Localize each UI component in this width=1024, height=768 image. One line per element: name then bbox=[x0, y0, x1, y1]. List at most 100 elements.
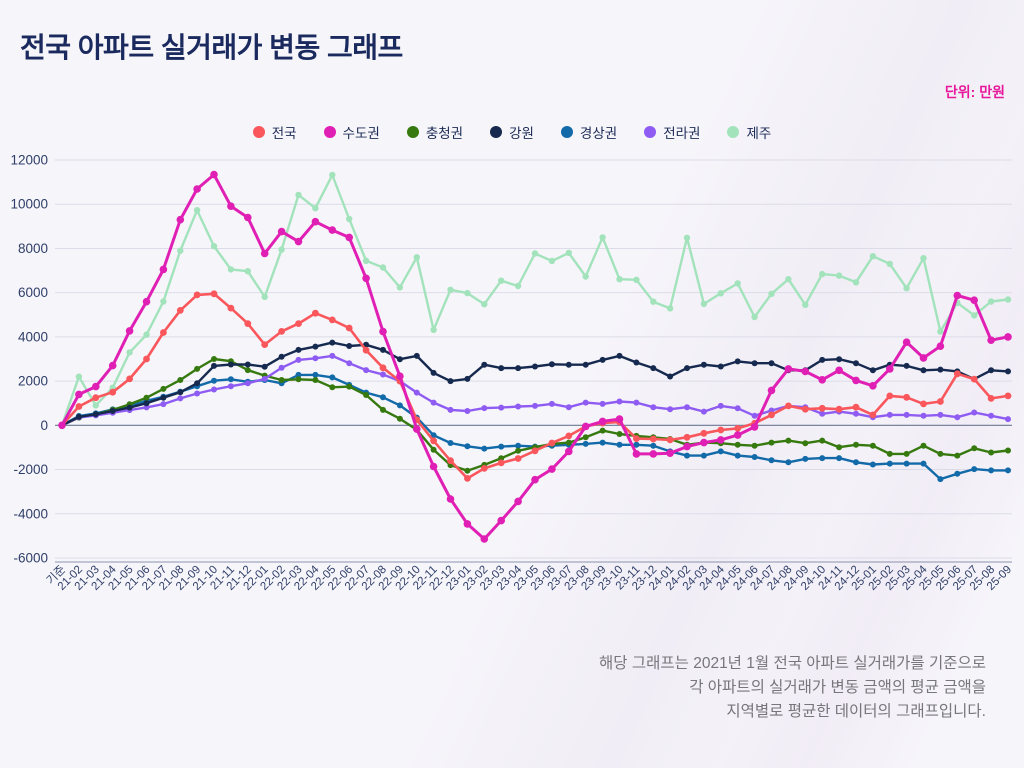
data-point-gyeongsang-15 bbox=[312, 371, 319, 378]
data-point-sudogwon-28 bbox=[531, 475, 539, 484]
data-point-jeolla-50 bbox=[903, 411, 910, 418]
data-point-jeonguk-53 bbox=[953, 370, 961, 378]
data-point-jeonguk-8 bbox=[193, 291, 201, 299]
data-point-jeolla-54 bbox=[971, 409, 978, 416]
data-point-gyeongsang-16 bbox=[329, 374, 336, 381]
data-point-sudogwon-25 bbox=[480, 535, 489, 543]
data-point-gangwon-52 bbox=[937, 366, 944, 373]
data-point-jeonguk-9 bbox=[210, 290, 218, 298]
y-tick-label--4000: -4000 bbox=[13, 506, 48, 521]
data-point-gyeongsang-49 bbox=[886, 460, 893, 467]
data-point-jeju-45 bbox=[819, 270, 826, 278]
legend-item-gangwon[interactable]: 강원 bbox=[490, 122, 534, 142]
data-point-jeonguk-18 bbox=[362, 346, 370, 354]
data-point-jeolla-5 bbox=[143, 404, 150, 411]
data-point-chungcheong-26 bbox=[498, 455, 505, 462]
data-point-sudogwon-24 bbox=[463, 520, 472, 528]
data-point-jeju-27 bbox=[514, 282, 522, 290]
data-point-jeonguk-50 bbox=[903, 393, 910, 401]
data-point-jeolla-36 bbox=[667, 406, 674, 413]
data-point-gyeongsang-24 bbox=[464, 443, 471, 450]
data-point-gyeongsang-35 bbox=[650, 442, 657, 449]
data-point-jeonguk-54 bbox=[970, 375, 978, 383]
data-point-gangwon-6 bbox=[160, 394, 167, 401]
legend-label-jeju: 제주 bbox=[746, 126, 772, 141]
data-point-jeju-7 bbox=[177, 247, 184, 254]
series-chungcheong bbox=[59, 356, 1011, 474]
data-point-sudogwon-40 bbox=[733, 431, 742, 439]
data-point-jeju-46 bbox=[835, 272, 843, 279]
data-point-jeju-25 bbox=[481, 301, 488, 308]
series-gyeongsang bbox=[59, 371, 1011, 483]
footnote-line-1: 해당 그래프는 2021년 1월 전국 아파트 실거래가를 기준으로 bbox=[599, 655, 986, 672]
data-point-jeju-37 bbox=[683, 234, 691, 241]
data-point-jeonguk-34 bbox=[633, 435, 640, 442]
data-point-jeolla-49 bbox=[886, 411, 893, 418]
data-point-chungcheong-20 bbox=[396, 415, 403, 422]
data-point-sudogwon-0 bbox=[58, 421, 66, 430]
data-point-jeolla-53 bbox=[954, 414, 961, 421]
data-point-gangwon-24 bbox=[464, 375, 471, 382]
data-point-jeju-41 bbox=[751, 313, 758, 321]
data-point-gyeongsang-32 bbox=[599, 439, 606, 446]
data-point-chungcheong-54 bbox=[971, 445, 978, 452]
data-point-chungcheong-31 bbox=[582, 434, 589, 441]
data-point-chungcheong-53 bbox=[954, 452, 961, 459]
data-point-gyeongsang-22 bbox=[430, 432, 437, 439]
data-point-chungcheong-22 bbox=[430, 446, 437, 453]
legend-item-chungcheong[interactable]: 충청권 bbox=[406, 122, 464, 142]
y-tick-label-12000: 12000 bbox=[10, 153, 48, 168]
data-point-sudogwon-41 bbox=[750, 423, 759, 431]
data-point-gangwon-12 bbox=[261, 363, 268, 370]
y-tick-label-2000: 2000 bbox=[18, 374, 48, 389]
data-point-jeonguk-38 bbox=[700, 429, 708, 437]
data-point-gyeongsang-48 bbox=[869, 461, 876, 468]
legend-dot-jeolla bbox=[644, 126, 657, 138]
data-point-jeolla-12 bbox=[261, 375, 268, 382]
data-point-gyeongsang-34 bbox=[633, 441, 640, 448]
data-point-sudogwon-19 bbox=[379, 327, 387, 336]
legend-item-jeolla[interactable]: 전라권 bbox=[644, 122, 700, 142]
data-point-gangwon-23 bbox=[447, 378, 454, 385]
data-point-gangwon-26 bbox=[498, 365, 505, 372]
legend-dot-jeonguk bbox=[252, 126, 265, 138]
data-point-jeolla-30 bbox=[565, 404, 572, 411]
legend-dot-sudogwon bbox=[323, 126, 336, 138]
data-point-jeolla-55 bbox=[988, 412, 995, 419]
data-point-jeonguk-55 bbox=[987, 395, 995, 402]
data-point-gyeongsang-46 bbox=[836, 455, 843, 462]
data-point-gyeongsang-54 bbox=[971, 466, 978, 473]
legend-label-chungcheong: 충청권 bbox=[425, 126, 464, 141]
data-point-jeolla-16 bbox=[329, 352, 336, 359]
data-point-gyeongsang-25 bbox=[481, 445, 488, 452]
data-point-gangwon-48 bbox=[869, 367, 876, 374]
data-point-jeonguk-11 bbox=[244, 320, 252, 327]
data-point-sudogwon-1 bbox=[75, 390, 83, 399]
data-point-jeolla-10 bbox=[227, 383, 234, 390]
data-point-sudogwon-15 bbox=[311, 217, 320, 226]
legend-item-gyeongsang[interactable]: 경상권 bbox=[560, 122, 617, 142]
legend-item-jeonguk[interactable]: 전국 bbox=[252, 122, 297, 142]
data-point-jeju-1 bbox=[75, 373, 83, 380]
data-point-jeolla-24 bbox=[464, 408, 471, 414]
data-point-jeonguk-56 bbox=[1004, 392, 1012, 400]
data-point-jeju-8 bbox=[193, 207, 201, 214]
data-point-jeonguk-49 bbox=[886, 392, 894, 400]
data-point-jeonguk-42 bbox=[768, 411, 775, 419]
data-point-jeju-51 bbox=[920, 255, 927, 262]
data-point-jeonguk-1 bbox=[75, 403, 83, 410]
data-point-jeju-29 bbox=[548, 257, 556, 265]
data-point-chungcheong-11 bbox=[244, 367, 251, 374]
data-point-jeonguk-25 bbox=[480, 465, 488, 472]
data-point-gangwon-13 bbox=[278, 353, 285, 360]
data-point-sudogwon-3 bbox=[108, 361, 117, 370]
data-point-jeolla-39 bbox=[717, 402, 724, 409]
legend-item-jeju[interactable]: 제주 bbox=[727, 122, 771, 142]
data-point-sudogwon-36 bbox=[666, 449, 674, 458]
data-point-jeonguk-19 bbox=[379, 364, 387, 372]
data-point-jeolla-22 bbox=[430, 399, 437, 406]
legend-item-sudogwon[interactable]: 수도권 bbox=[323, 122, 380, 142]
data-point-jeolla-25 bbox=[481, 405, 488, 412]
series-line-gyeongsang bbox=[60, 373, 1010, 481]
